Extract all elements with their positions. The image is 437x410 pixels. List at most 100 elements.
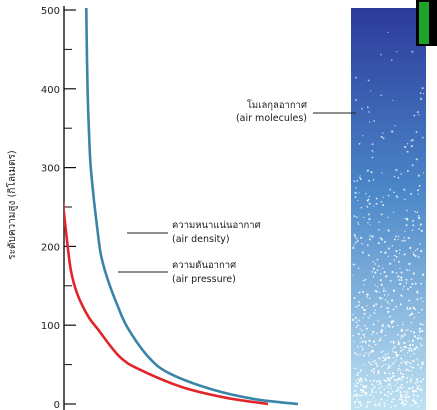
air-molecule-dot <box>362 135 364 137</box>
air-molecule-dot <box>413 317 415 319</box>
air-molecule-dot <box>392 341 395 344</box>
air-molecule-dot <box>417 405 420 408</box>
air-molecule-dot <box>411 229 414 231</box>
air-molecule-dot <box>369 314 372 317</box>
air-molecule-dot <box>352 313 354 316</box>
air-molecule-dot <box>406 218 409 221</box>
air-molecule-dot <box>399 395 402 398</box>
air-molecule-dot <box>387 255 389 257</box>
air-molecule-dot <box>371 390 374 394</box>
air-molecule-dot <box>395 235 397 238</box>
air-molecule-dot <box>364 342 367 344</box>
air-molecule-dot <box>406 308 409 310</box>
air-molecule-dot <box>387 324 389 327</box>
air-molecule-dot <box>403 145 407 149</box>
air-molecule-dot <box>421 399 423 401</box>
air-molecule-dot <box>380 53 382 56</box>
air-molecule-dot <box>397 238 399 240</box>
air-molecule-dot <box>418 228 420 230</box>
air-molecule-dot <box>418 385 421 387</box>
air-molecule-dot <box>363 308 366 311</box>
air-molecule-dot <box>384 251 387 254</box>
air-molecule-dot <box>373 275 375 277</box>
air-molecule-dot <box>402 329 404 332</box>
air-molecule-dot <box>415 131 418 133</box>
molecules-label-english: (air molecules) <box>236 113 307 124</box>
air-molecule-dot <box>418 330 422 333</box>
air-molecule-dot <box>353 367 356 370</box>
air-molecule-dot <box>392 347 395 350</box>
air-molecule-dot <box>387 352 389 355</box>
air-molecule-dot <box>373 403 376 406</box>
air-molecule-dot <box>353 180 356 182</box>
air-molecule-dot <box>376 258 379 261</box>
air-molecule-dot <box>382 297 384 299</box>
air-molecule-dot <box>395 305 397 308</box>
air-molecule-dot <box>405 396 407 399</box>
air-molecule-dot <box>361 329 363 332</box>
air-molecule-dot <box>367 352 369 354</box>
air-molecule-dot <box>361 349 363 351</box>
air-molecule-dot <box>383 402 386 404</box>
air-molecule-dot <box>392 374 395 378</box>
air-molecule-dot <box>406 381 408 384</box>
air-molecule-dot <box>379 391 382 394</box>
air-molecule-dot <box>387 377 390 380</box>
air-molecule-dot <box>356 324 359 327</box>
air-molecule-dot <box>360 377 363 380</box>
air-molecule-dot <box>400 294 403 297</box>
pressure-label-thai: ความดันอากาศ <box>172 260 236 271</box>
air-molecule-dot <box>380 251 382 253</box>
air-molecule-dot <box>404 230 406 232</box>
air-molecule-dot <box>405 224 408 227</box>
air-molecule-dot <box>383 271 386 274</box>
air-molecule-dot <box>360 337 362 339</box>
air-molecule-dot <box>422 378 425 381</box>
air-molecule-dot <box>385 275 388 278</box>
air-molecule-dot <box>374 263 377 265</box>
air-molecule-dot <box>409 307 412 310</box>
air-molecule-dot <box>388 366 391 369</box>
air-molecule-dot <box>400 359 402 361</box>
air-molecule-dot <box>420 344 423 347</box>
air-molecule-dot <box>398 249 401 251</box>
air-molecule-dot <box>361 251 364 254</box>
air-molecule-dot <box>372 261 375 263</box>
air-molecule-dot <box>377 370 380 373</box>
air-molecule-dot <box>400 279 403 282</box>
air-molecule-dot <box>386 301 389 304</box>
air-molecule-dot <box>388 326 391 329</box>
air-molecule-dot <box>405 368 408 371</box>
air-molecule-dot <box>421 308 423 311</box>
air-molecule-dot <box>383 358 387 362</box>
air-molecule-dot <box>395 353 398 356</box>
air-molecule-dot <box>368 195 371 198</box>
air-molecule-dot <box>402 404 405 406</box>
air-molecule-dot <box>411 343 414 346</box>
air-molecule-dot <box>421 136 424 139</box>
air-molecule-dot <box>376 364 379 367</box>
air-molecule-dot <box>394 405 397 407</box>
air-molecule-dot <box>383 294 386 296</box>
air-molecule-dot <box>409 286 412 288</box>
air-molecule-dot <box>397 370 399 372</box>
air-molecule-dot <box>392 289 396 292</box>
air-molecule-dot <box>407 288 409 291</box>
air-molecule-dot <box>381 324 384 328</box>
y-axis-label: ระดับความสูง (กิโลเมตร) <box>5 150 18 260</box>
air-molecule-dot <box>404 361 407 364</box>
air-molecule-dot <box>374 271 377 274</box>
air-molecule-dot <box>376 269 379 271</box>
pressure-label-english: (air pressure) <box>172 274 236 285</box>
air-molecule-dot <box>403 285 405 288</box>
air-molecule-dot <box>369 393 372 396</box>
air-molecule-dot <box>376 404 378 407</box>
air-molecule-dot <box>367 222 369 224</box>
air-molecule-dot <box>378 228 380 231</box>
air-molecule-dot <box>373 368 376 370</box>
air-molecule-dot <box>397 342 400 346</box>
air-molecule-dot <box>355 187 357 189</box>
air-molecule-dot <box>422 300 424 303</box>
air-molecule-dot <box>392 398 395 401</box>
air-molecule-dot <box>382 137 385 140</box>
